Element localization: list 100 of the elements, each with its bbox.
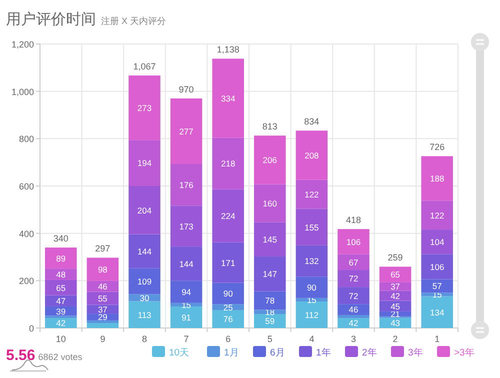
data-label: 122 <box>304 189 320 200</box>
data-label: 132 <box>304 256 320 266</box>
data-label: 91 <box>182 312 192 322</box>
bar <box>338 304 370 315</box>
total-label: 297 <box>95 244 110 254</box>
legend-label: 1年 <box>316 346 332 358</box>
data-label: 113 <box>138 310 152 320</box>
data-label: 147 <box>262 269 278 280</box>
bar <box>128 75 160 140</box>
data-label: 104 <box>430 237 444 248</box>
data-label: 273 <box>137 102 152 113</box>
bar <box>338 270 370 288</box>
data-label: 208 <box>304 150 320 160</box>
data-label: 65 <box>390 270 400 280</box>
y-tick-label: 1,000 <box>11 86 34 97</box>
data-label: 160 <box>262 198 278 208</box>
bar <box>338 314 370 318</box>
bar <box>45 316 77 318</box>
data-label: 145 <box>262 234 278 245</box>
bar <box>212 189 244 242</box>
y-tick-label: 1,200 <box>11 40 34 50</box>
bar <box>338 287 370 304</box>
bar <box>170 246 202 281</box>
data-label: 98 <box>98 264 108 275</box>
data-label: 65 <box>56 282 66 293</box>
data-label: 67 <box>348 257 358 268</box>
x-tick-label: 5 <box>267 334 272 344</box>
data-label: 94 <box>182 286 192 297</box>
data-label: 72 <box>348 274 358 284</box>
bar <box>338 254 370 270</box>
bar <box>212 282 244 304</box>
data-label: 42 <box>56 318 66 328</box>
total-label: 1,067 <box>133 61 156 72</box>
data-label: 144 <box>179 258 194 269</box>
text: 5.56 <box>6 347 36 364</box>
text: 6862 votes <box>38 352 83 362</box>
bar <box>170 306 202 328</box>
bar <box>170 98 202 164</box>
data-label: 173 <box>179 221 194 232</box>
bar <box>212 58 244 138</box>
bar <box>379 282 412 291</box>
data-label: 144 <box>137 246 152 257</box>
legend-label: 3年 <box>408 346 424 358</box>
bar <box>170 164 202 206</box>
chart-title: 用户评价时间 <box>6 11 96 28</box>
bar <box>254 222 286 257</box>
y-tick-label: 0 <box>28 324 34 334</box>
legend-label: 6月 <box>270 348 286 358</box>
data-label: 334 <box>221 93 236 104</box>
x-tick-label: 10 <box>56 334 66 344</box>
bar <box>338 318 370 328</box>
bar <box>296 276 328 298</box>
bar <box>86 258 119 281</box>
bar <box>170 206 202 247</box>
x-tick-label: 3 <box>350 334 356 344</box>
bar <box>296 180 328 209</box>
total-label: 726 <box>430 142 445 152</box>
data-label: 42 <box>390 291 400 302</box>
data-label: 122 <box>430 210 444 220</box>
bar <box>338 229 370 254</box>
bar <box>296 208 328 246</box>
data-label: 218 <box>221 158 236 169</box>
bar <box>254 256 286 292</box>
data-label: 43 <box>390 318 400 328</box>
data-label: 39 <box>56 306 66 316</box>
data-label: 89 <box>56 253 66 264</box>
bar <box>421 296 453 328</box>
total-label: 834 <box>304 116 320 127</box>
bar <box>212 310 244 328</box>
legend-label: >3年 <box>454 346 475 358</box>
total-label: 418 <box>346 215 362 226</box>
bar <box>170 280 202 303</box>
bar <box>212 138 244 190</box>
legend-label: 2年 <box>362 346 378 358</box>
data-label: 37 <box>390 282 400 292</box>
data-label: 204 <box>137 205 152 216</box>
bar <box>45 248 77 269</box>
bar <box>128 294 160 302</box>
y-tick-label: 200 <box>18 276 34 286</box>
bar <box>128 140 160 186</box>
data-label: 106 <box>346 236 361 247</box>
y-tick-label: 600 <box>18 182 34 192</box>
bar <box>421 254 453 280</box>
data-label: 48 <box>56 269 66 280</box>
data-label: 224 <box>221 211 236 222</box>
bar <box>379 290 412 301</box>
data-label: 277 <box>179 126 194 136</box>
x-tick-label: 4 <box>309 334 314 344</box>
data-label: 112 <box>304 310 319 320</box>
bar <box>128 301 160 328</box>
bar <box>45 280 77 296</box>
x-tick-label: 9 <box>100 334 106 344</box>
data-label: 37 <box>98 304 108 314</box>
bar <box>254 314 286 328</box>
data-label: 188 <box>430 174 444 184</box>
legend-label: 1月 <box>224 348 240 358</box>
total-label: 340 <box>53 234 68 244</box>
legend-label: 10天 <box>169 348 190 358</box>
data-label: 46 <box>348 304 358 315</box>
data-label: 90 <box>306 282 317 292</box>
